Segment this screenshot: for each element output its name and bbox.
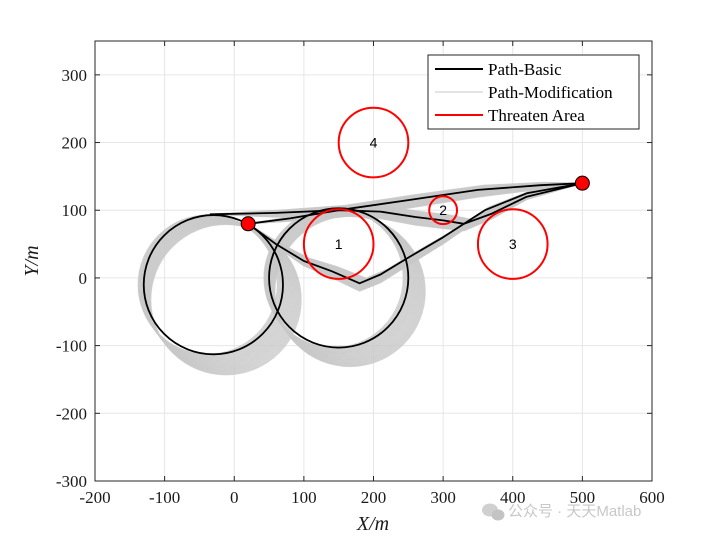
x-tick-label: 300: [430, 488, 456, 507]
goal-marker: [574, 175, 590, 191]
modification-path: [150, 223, 302, 376]
modification-path: [209, 181, 583, 215]
wechat-logo-icon: [482, 503, 505, 521]
threat-area-circle: [337, 106, 410, 179]
x-tick-label: 400: [500, 488, 526, 507]
basic-path: [248, 182, 583, 225]
x-tick-label: -100: [149, 488, 180, 507]
threat-area-circle: [476, 208, 549, 280]
modification-path: [247, 182, 583, 279]
modification-path: [274, 215, 426, 368]
x-tick-label: 500: [570, 488, 596, 507]
endpoint-markers: [240, 175, 590, 232]
basic-path: [209, 182, 583, 216]
y-tick-label: 200: [62, 134, 88, 153]
y-tick-label: -300: [56, 472, 87, 491]
start-marker: [240, 216, 256, 232]
threat-area-label: 1: [335, 236, 343, 252]
threat-area-circle: [428, 195, 459, 226]
threat-area-label: 4: [370, 135, 378, 151]
threat-areas: 1 2 3 4: [302, 106, 549, 280]
basic-paths: [142, 182, 583, 356]
axis-ticks: -200 -100 0 100 200 300 400 500 600 300 200 100 0 -10…: [56, 41, 665, 507]
legend-label-threaten-area: Threaten Area: [488, 106, 585, 125]
legend-label-path-modification: Path-Modification: [488, 83, 613, 102]
legend-label-path-basic: Path-Basic: [488, 60, 562, 79]
y-tick-label: 100: [62, 201, 88, 220]
threat-area-circle: [302, 208, 375, 280]
y-tick-label: 300: [62, 66, 88, 85]
y-tick-label: 0: [79, 269, 88, 288]
watermark-text: 公众号 · 天天Matlab: [508, 503, 641, 520]
y-tick-label: -200: [56, 404, 87, 423]
x-axis-label: X/m: [356, 513, 389, 535]
threat-area-label: 2: [439, 202, 447, 218]
x-tick-label: 200: [361, 488, 387, 507]
x-tick-label: 0: [230, 488, 239, 507]
y-tick-label: -100: [56, 337, 87, 356]
y-axis-label: Y/m: [21, 245, 43, 276]
legend: Path-Basic Path-Modification Threaten Ar…: [427, 54, 640, 130]
watermark: 公众号 · 天天Matlab: [482, 503, 641, 521]
basic-path: [247, 182, 583, 285]
threat-area-label: 3: [509, 236, 517, 252]
x-tick-label: -200: [79, 488, 110, 507]
x-tick-label: 600: [639, 488, 665, 507]
x-tick-label: 100: [291, 488, 317, 507]
